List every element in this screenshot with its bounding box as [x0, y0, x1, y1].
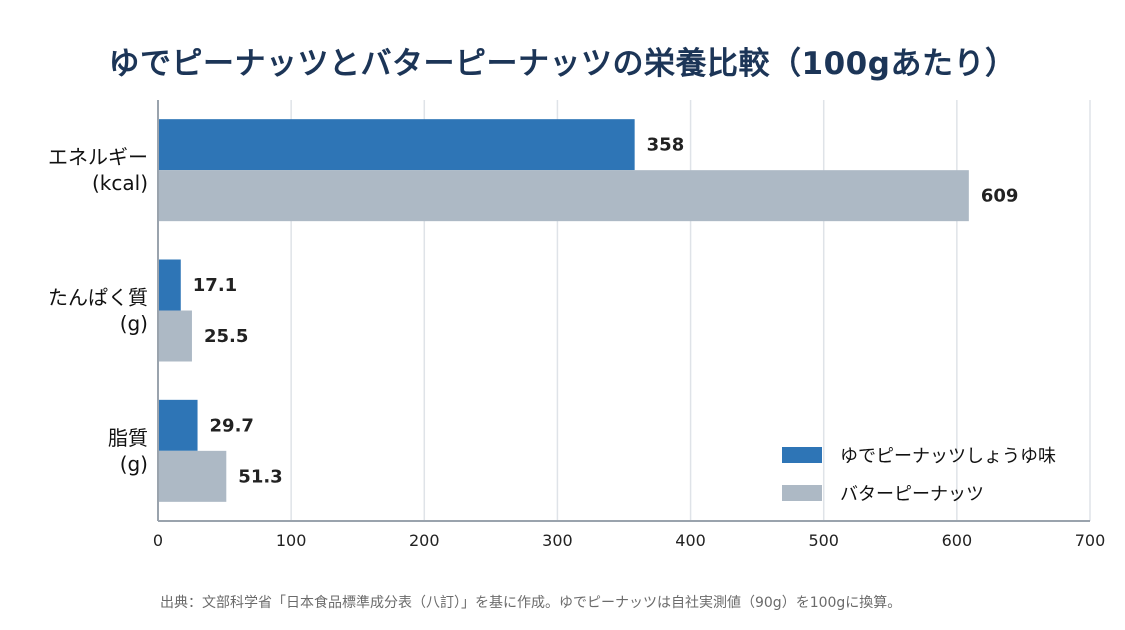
- category-label: エネルギー: [48, 145, 148, 169]
- bar: [158, 119, 635, 171]
- x-tick-label: 400: [675, 531, 706, 550]
- x-tick-label: 100: [276, 531, 307, 550]
- x-tick-label: 600: [942, 531, 973, 550]
- source-note: 出典：文部科学省「日本食品標準成分表（八訂）」を基に作成。ゆでピーナッツは自社実…: [160, 595, 902, 611]
- legend-label: バターピーナッツ: [840, 484, 984, 505]
- bar: [158, 259, 181, 311]
- legend-label: ゆでピーナッツしょうゆ味: [840, 446, 1056, 467]
- category-label: (g): [120, 312, 148, 336]
- data-label: 358: [647, 135, 685, 156]
- bar: [158, 399, 198, 451]
- axes: 0 100 200 300 400 500 600 700エネルギー(kcal)たんぱく質(g…: [48, 100, 1105, 550]
- legend-swatch: [782, 447, 822, 463]
- bar: [158, 450, 227, 502]
- data-label: 17.1: [193, 275, 237, 296]
- data-label: 609: [981, 186, 1019, 207]
- x-tick-label: 500: [808, 531, 839, 550]
- data-label: 25.5: [204, 326, 248, 347]
- data-label: 51.3: [238, 466, 282, 487]
- chart-title: ゆでピーナッツとバターピーナッツの栄養比較（100gあたり）: [108, 46, 1017, 82]
- category-label: (kcal): [92, 171, 148, 195]
- bar: [158, 170, 969, 222]
- data-label: 29.7: [210, 415, 254, 436]
- x-tick-label: 0: [153, 531, 163, 550]
- bars: 358 609 17.1 25.5 29.7 51.3: [158, 119, 1018, 502]
- legend-swatch: [782, 485, 822, 501]
- category-label: たんぱく質: [48, 286, 148, 310]
- x-tick-label: 200: [409, 531, 440, 550]
- x-tick-label: 700: [1075, 531, 1106, 550]
- x-tick-label: 300: [542, 531, 573, 550]
- category-label: 脂質: [108, 426, 148, 450]
- category-label: (g): [120, 452, 148, 476]
- bar: [158, 310, 192, 362]
